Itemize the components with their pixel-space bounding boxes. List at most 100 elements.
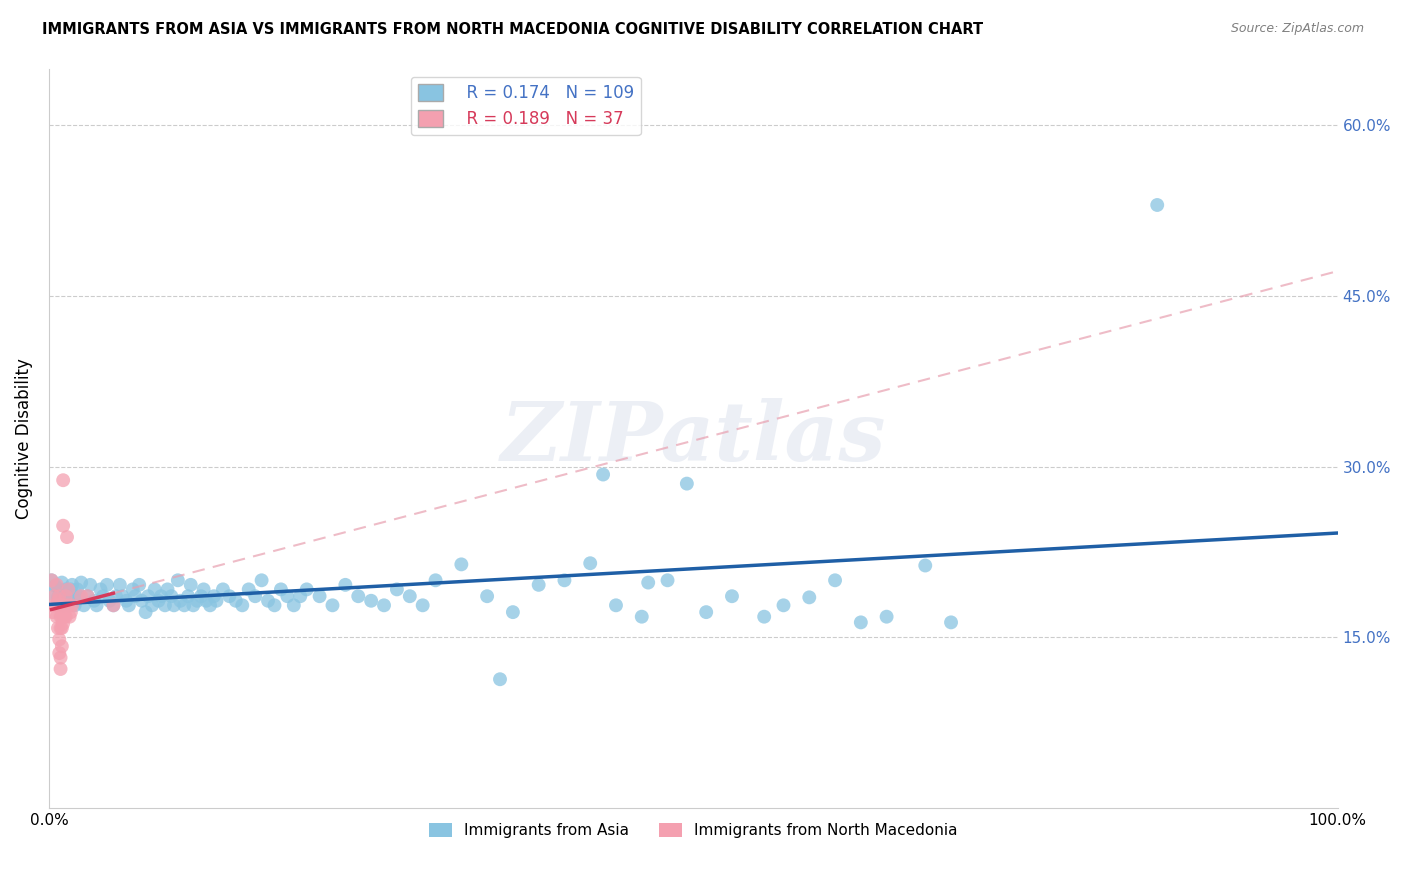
Point <box>48 646 70 660</box>
Point <box>502 605 524 619</box>
Point <box>67 589 90 603</box>
Point <box>108 578 131 592</box>
Point <box>91 589 114 603</box>
Point <box>180 578 202 592</box>
Point <box>360 594 382 608</box>
Point <box>49 599 72 613</box>
Point <box>385 582 408 597</box>
Point <box>630 609 652 624</box>
Point <box>103 599 125 613</box>
Point <box>51 621 73 635</box>
Point <box>56 594 79 608</box>
Point <box>1146 198 1168 212</box>
Point <box>190 589 212 603</box>
Point <box>60 599 83 613</box>
Point <box>489 672 512 686</box>
Point <box>104 589 127 603</box>
Point <box>83 594 105 608</box>
Point <box>721 589 744 603</box>
Point <box>270 582 292 597</box>
Point <box>63 599 86 613</box>
Point <box>205 594 228 608</box>
Point <box>181 599 204 613</box>
Point <box>321 599 343 613</box>
Point <box>166 574 188 588</box>
Point <box>45 578 67 592</box>
Point <box>49 662 72 676</box>
Point <box>52 605 75 619</box>
Point <box>44 599 66 613</box>
Point <box>657 574 679 588</box>
Point <box>52 599 75 613</box>
Point <box>46 594 69 608</box>
Point <box>42 589 65 603</box>
Point <box>212 582 235 597</box>
Point <box>754 609 776 624</box>
Point <box>86 599 108 613</box>
Point <box>73 599 96 613</box>
Point <box>186 594 208 608</box>
Point <box>48 582 70 597</box>
Point <box>876 609 898 624</box>
Point <box>59 582 82 597</box>
Point <box>295 582 318 597</box>
Point <box>169 594 191 608</box>
Point <box>53 609 76 624</box>
Text: ZIPatlas: ZIPatlas <box>501 398 886 478</box>
Point <box>605 599 627 613</box>
Point <box>103 599 125 613</box>
Point <box>373 599 395 613</box>
Point <box>849 615 872 630</box>
Point <box>111 589 134 603</box>
Point <box>676 476 699 491</box>
Point <box>124 589 146 603</box>
Point <box>56 530 79 544</box>
Point <box>450 558 472 572</box>
Point <box>59 605 82 619</box>
Point <box>150 589 173 603</box>
Point <box>52 473 75 487</box>
Point <box>89 582 111 597</box>
Point <box>51 640 73 654</box>
Point <box>160 589 183 603</box>
Point <box>283 599 305 613</box>
Point <box>51 609 73 624</box>
Point <box>231 599 253 613</box>
Point <box>48 632 70 647</box>
Point <box>51 599 73 613</box>
Point <box>115 594 138 608</box>
Point <box>70 575 93 590</box>
Point <box>46 621 69 635</box>
Point <box>398 589 420 603</box>
Point <box>148 594 170 608</box>
Point <box>412 599 434 613</box>
Point <box>52 616 75 631</box>
Point <box>177 589 200 603</box>
Point <box>824 574 846 588</box>
Point <box>243 589 266 603</box>
Point <box>49 650 72 665</box>
Point <box>41 574 63 588</box>
Point <box>914 558 936 573</box>
Point <box>62 589 84 603</box>
Point <box>55 609 77 624</box>
Point <box>163 599 186 613</box>
Legend: Immigrants from Asia, Immigrants from North Macedonia: Immigrants from Asia, Immigrants from No… <box>423 817 965 845</box>
Point <box>290 589 312 603</box>
Point <box>143 582 166 597</box>
Point <box>51 575 73 590</box>
Point <box>772 599 794 613</box>
Point <box>118 599 141 613</box>
Point <box>76 589 98 603</box>
Point <box>98 594 121 608</box>
Point <box>225 594 247 608</box>
Point <box>53 599 76 613</box>
Point <box>939 615 962 630</box>
Point <box>135 605 157 619</box>
Point <box>238 582 260 597</box>
Point <box>156 582 179 597</box>
Point <box>193 582 215 597</box>
Point <box>52 518 75 533</box>
Point <box>49 609 72 624</box>
Point <box>173 599 195 613</box>
